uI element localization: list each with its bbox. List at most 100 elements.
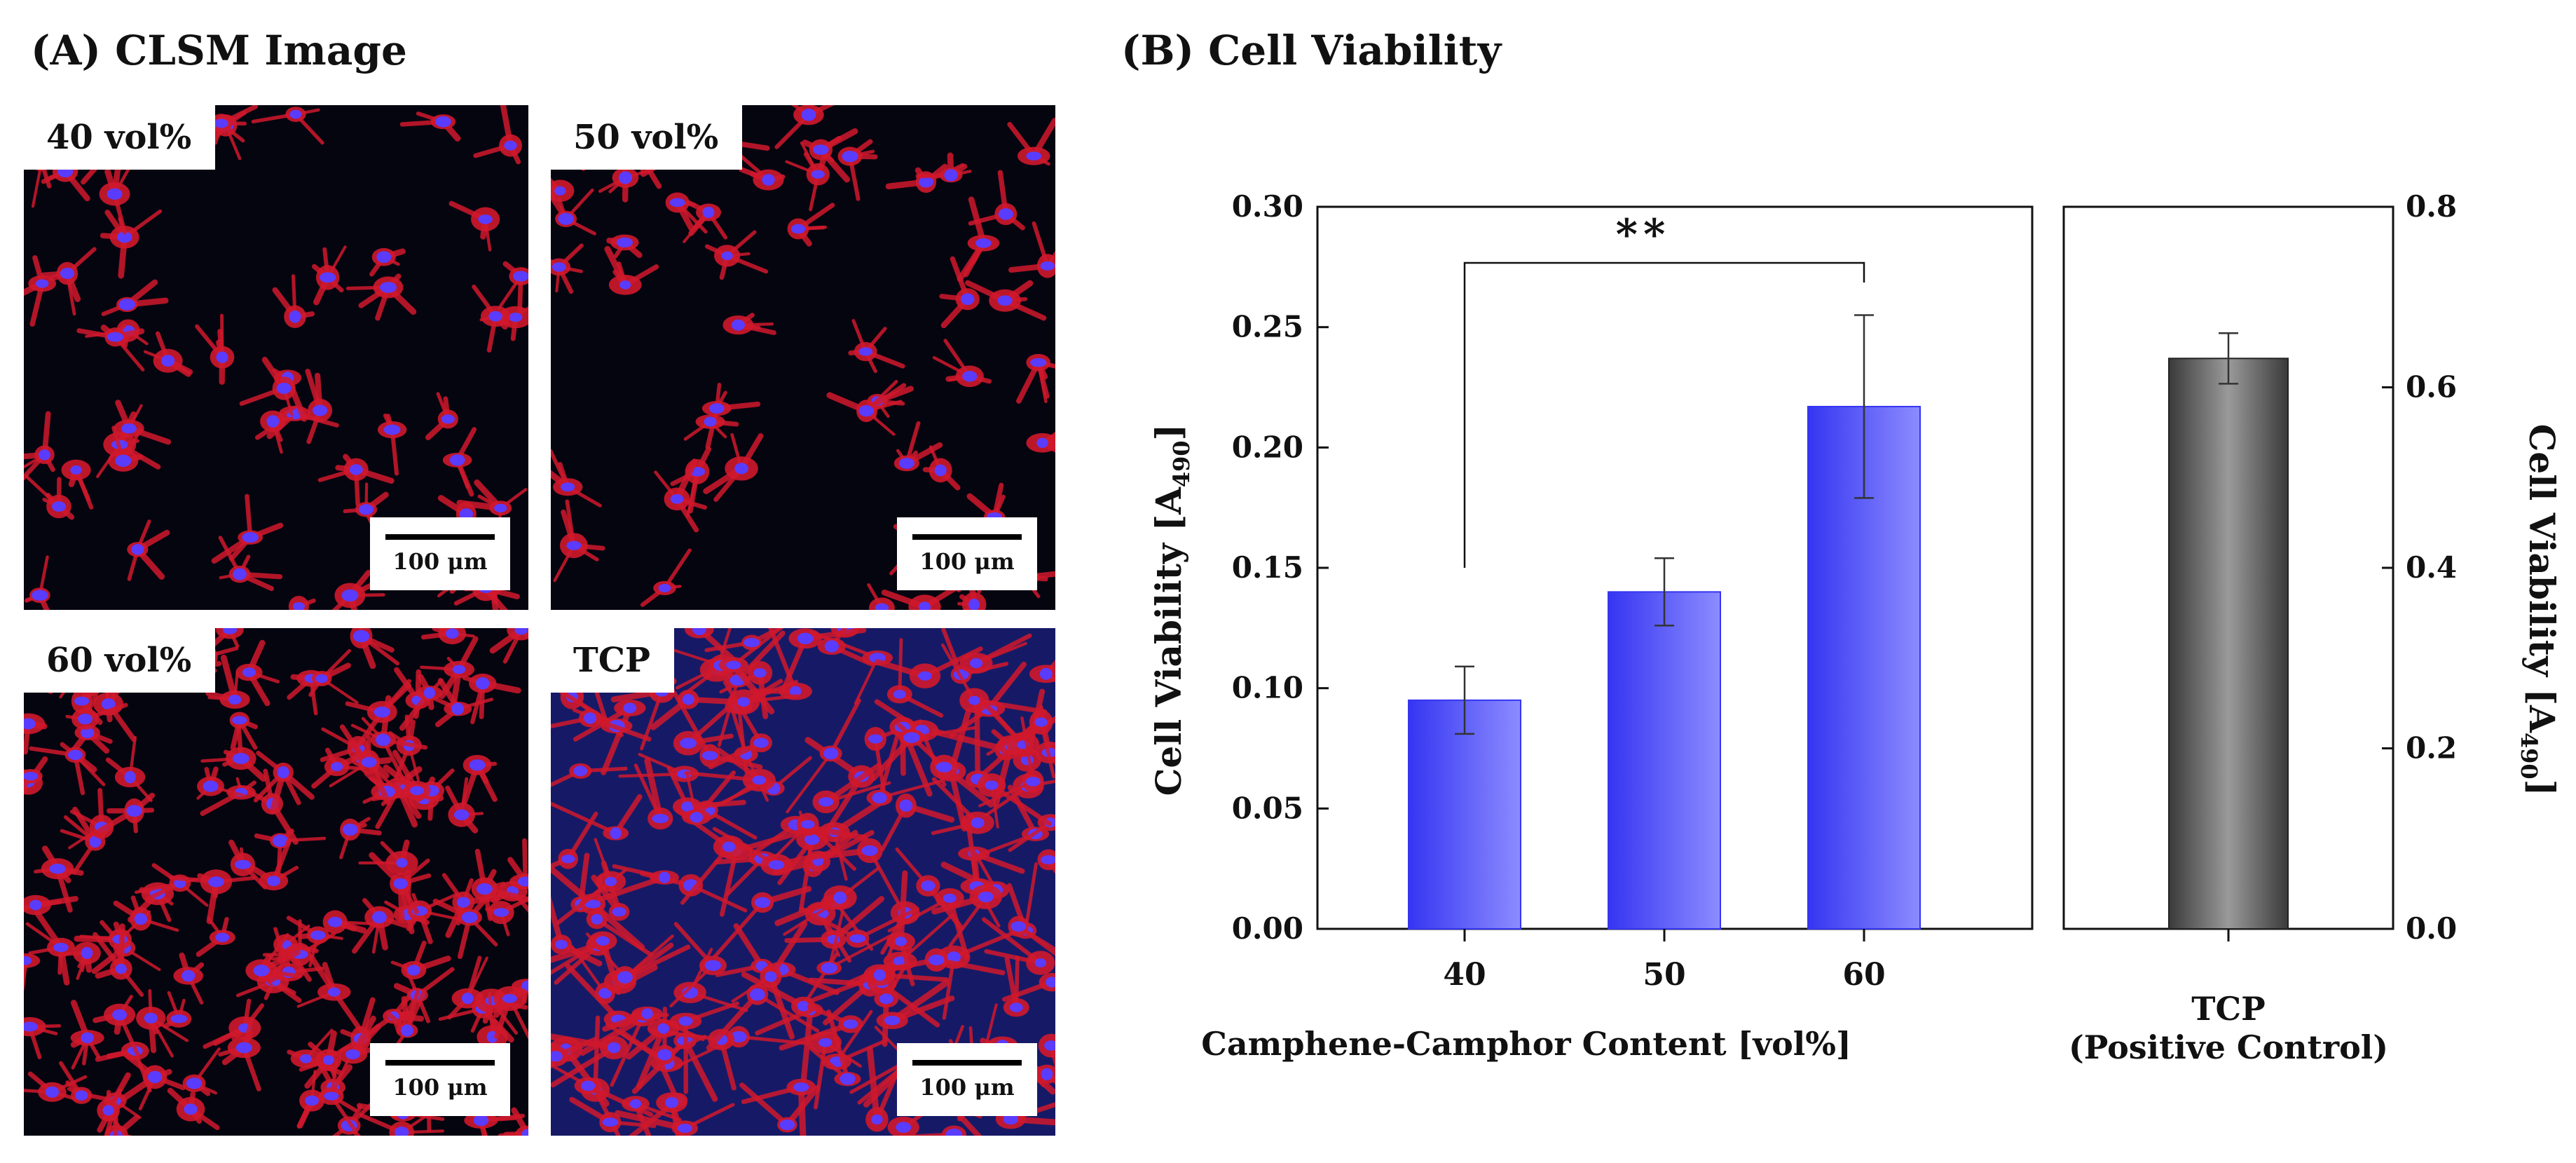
cell-nucleus bbox=[228, 694, 242, 705]
scale-bar-text: 100 μm bbox=[392, 1074, 488, 1101]
y-tick-label: 0.25 bbox=[1232, 310, 1303, 344]
cell-nucleus bbox=[753, 737, 769, 748]
scale-bar-line bbox=[912, 534, 1022, 540]
cell bbox=[551, 1033, 629, 1088]
cell bbox=[915, 152, 972, 183]
cell-nucleus bbox=[320, 272, 336, 283]
cell-nucleus bbox=[895, 937, 907, 946]
y-tick-label-right: 0.6 bbox=[2406, 370, 2457, 404]
y-tick-label: 0.30 bbox=[1232, 189, 1303, 224]
cell-nucleus bbox=[380, 282, 397, 293]
cell-nucleus bbox=[731, 319, 746, 331]
error-bar bbox=[2219, 332, 2238, 385]
cell-process bbox=[800, 1007, 814, 1083]
cell-nucleus bbox=[24, 956, 32, 965]
cell bbox=[352, 898, 408, 954]
cell-nucleus bbox=[704, 960, 722, 971]
cell-process bbox=[932, 728, 1010, 753]
cell bbox=[785, 141, 830, 212]
x-tick-label: 60 bbox=[1842, 957, 1885, 993]
cell bbox=[420, 628, 475, 645]
cell-nucleus bbox=[962, 371, 978, 382]
cell bbox=[551, 709, 652, 742]
cell bbox=[779, 1004, 863, 1051]
cell bbox=[881, 586, 957, 610]
scale-bar-text: 100 μm bbox=[919, 1074, 1015, 1101]
scale-bar: 100 μm bbox=[370, 517, 510, 590]
cell-nucleus bbox=[494, 503, 507, 512]
scale-bar: 100 μm bbox=[897, 1043, 1037, 1116]
cell bbox=[339, 817, 382, 859]
cell-nucleus bbox=[383, 424, 401, 435]
cell bbox=[200, 719, 267, 782]
cell-nucleus bbox=[118, 299, 136, 311]
cell-nucleus bbox=[115, 454, 132, 467]
cell-nucleus bbox=[893, 690, 906, 699]
cell-nucleus bbox=[395, 1127, 409, 1136]
cell bbox=[205, 105, 258, 145]
cell bbox=[254, 828, 327, 873]
cell-nucleus bbox=[658, 871, 671, 883]
cell-nucleus bbox=[49, 864, 66, 874]
y-label-left-main: Cell Viability [A bbox=[1148, 487, 1189, 796]
cell-process bbox=[798, 837, 814, 913]
cell bbox=[941, 643, 1048, 714]
cell-nucleus bbox=[53, 942, 69, 952]
cell bbox=[774, 867, 879, 927]
cell-nucleus bbox=[861, 845, 878, 856]
cell-nucleus bbox=[342, 823, 358, 836]
cell-nucleus bbox=[969, 658, 983, 669]
cell-nucleus bbox=[978, 891, 994, 903]
cell bbox=[390, 940, 451, 979]
cell-nucleus bbox=[434, 116, 451, 128]
cell-nucleus bbox=[222, 628, 238, 634]
cell bbox=[24, 1016, 62, 1060]
cell-nucleus bbox=[184, 1103, 198, 1115]
cell-nucleus bbox=[752, 775, 767, 785]
cell bbox=[704, 628, 784, 653]
cell-nucleus bbox=[289, 109, 302, 119]
scale-bar-line bbox=[385, 1060, 495, 1066]
scale-bar-text: 100 μm bbox=[392, 548, 488, 575]
cell-nucleus bbox=[81, 1032, 95, 1044]
cell-nucleus bbox=[629, 1099, 642, 1109]
cell bbox=[895, 847, 964, 930]
cell-nucleus bbox=[555, 939, 568, 949]
cell bbox=[931, 884, 1002, 948]
cell bbox=[97, 1072, 131, 1129]
panel-a-title: (A) CLSM Image bbox=[31, 27, 407, 74]
cell-nucleus bbox=[1025, 777, 1041, 787]
cell-nucleus bbox=[1034, 958, 1046, 967]
y-tick-label: 0.15 bbox=[1232, 550, 1303, 585]
cell bbox=[665, 192, 708, 234]
cell-nucleus bbox=[449, 454, 465, 466]
cell-nucleus bbox=[823, 747, 839, 760]
cell bbox=[633, 757, 673, 830]
cell bbox=[425, 392, 458, 440]
cell-nucleus bbox=[315, 674, 328, 683]
cell-nucleus bbox=[896, 1122, 912, 1133]
cell bbox=[896, 1125, 966, 1136]
cell-nucleus bbox=[352, 630, 370, 643]
cell-nucleus bbox=[477, 883, 493, 895]
cell-nucleus bbox=[233, 568, 247, 580]
cell bbox=[93, 923, 144, 998]
significance-marker: ** bbox=[1616, 210, 1671, 259]
cell bbox=[253, 750, 315, 814]
cell bbox=[1037, 849, 1055, 874]
cell-process bbox=[713, 900, 765, 959]
cell-nucleus bbox=[945, 1128, 963, 1136]
cell-nucleus bbox=[934, 464, 947, 477]
cell-nucleus bbox=[70, 465, 82, 475]
cell bbox=[741, 1078, 816, 1136]
cell bbox=[551, 864, 645, 951]
cell bbox=[876, 979, 955, 1029]
cell bbox=[704, 230, 769, 280]
cell-nucleus bbox=[60, 268, 75, 279]
cell-nucleus bbox=[790, 224, 806, 234]
cell-nucleus bbox=[573, 766, 588, 777]
cell-nucleus bbox=[754, 897, 771, 909]
cell bbox=[551, 763, 628, 787]
cell bbox=[986, 709, 1055, 779]
error-bar bbox=[1854, 314, 1874, 499]
